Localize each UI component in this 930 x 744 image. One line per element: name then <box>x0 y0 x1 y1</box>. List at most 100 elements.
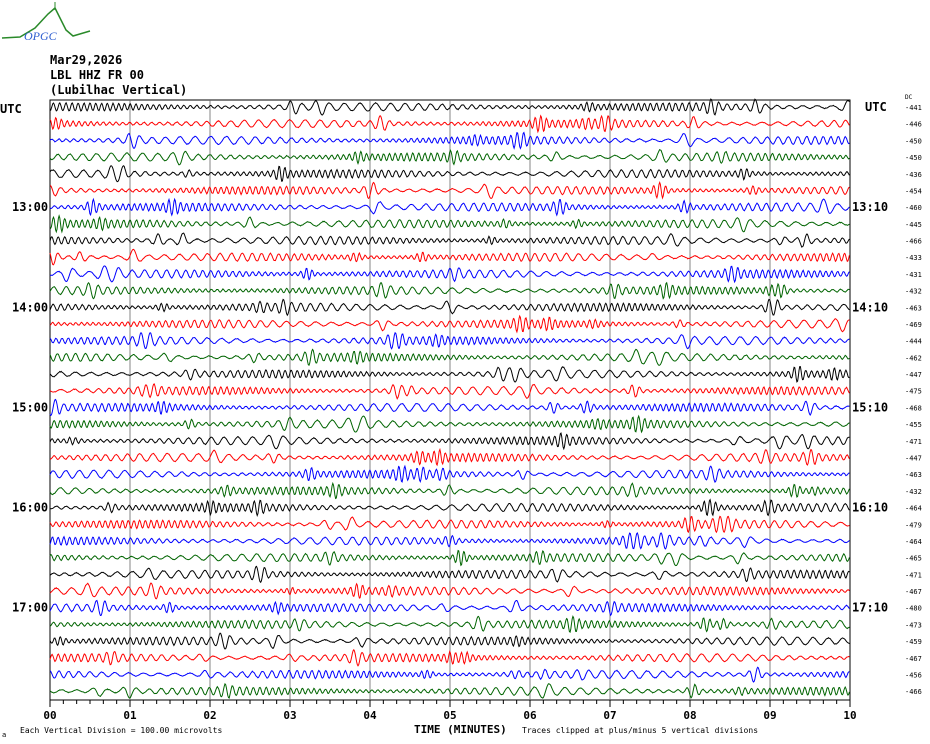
x-tick-label: 08 <box>683 709 696 722</box>
dc-offset-label: -475 <box>905 388 922 396</box>
dc-offset-label: -464 <box>905 505 922 513</box>
trace-line <box>49 98 850 116</box>
trace-line <box>49 632 850 650</box>
station-label: LBL HHZ FR 00 <box>50 68 144 82</box>
left-time-label: 15:00 <box>12 400 48 414</box>
x-tick-label: 06 <box>523 709 537 722</box>
left-time-label: 17:00 <box>12 601 48 615</box>
clip-note: Traces clipped at plus/minus 5 vertical … <box>522 726 759 735</box>
trace-line <box>49 383 850 400</box>
trace-line <box>49 265 850 284</box>
dc-offset-label: -455 <box>905 421 922 429</box>
trace-line <box>49 366 850 383</box>
trace-line <box>49 232 850 248</box>
x-tick-label: 05 <box>443 709 456 722</box>
dc-offset-label: -431 <box>905 271 922 279</box>
trace-line <box>49 481 850 500</box>
dc-offset-label: -465 <box>905 555 922 563</box>
dc-offset-label: -432 <box>905 488 922 496</box>
right-time-label: 14:10 <box>852 300 888 314</box>
right-time-label: 13:10 <box>852 200 888 214</box>
right-time-label: 15:10 <box>852 400 888 414</box>
trace-line <box>49 197 850 217</box>
trace-line <box>49 398 850 417</box>
x-tick-label: 10 <box>843 709 856 722</box>
trace-line <box>49 464 850 483</box>
trace-line <box>49 432 850 451</box>
trace-line <box>49 298 850 317</box>
dc-offset-label: -446 <box>905 121 922 129</box>
dc-offset-label: -468 <box>905 404 922 412</box>
dc-offset-label: -441 <box>905 104 922 112</box>
trace-line <box>49 131 850 150</box>
trace-line <box>49 599 850 617</box>
dc-offset-label: -459 <box>905 638 922 646</box>
left-time-label: 14:00 <box>12 300 48 314</box>
trace-line <box>49 348 850 366</box>
x-tick-label: 01 <box>123 709 137 722</box>
left-time-label: 16:00 <box>12 501 48 515</box>
trace-line <box>49 414 850 434</box>
dc-offset-label: -467 <box>905 588 922 596</box>
dc-offset-label: -445 <box>905 221 922 229</box>
trace-line <box>49 248 850 266</box>
opgc-logo: OPGC <box>1 2 91 43</box>
trace-line <box>49 532 850 550</box>
dc-offset-label: -432 <box>905 288 922 296</box>
dc-header: DC <box>905 94 913 101</box>
dc-offset-label: -447 <box>905 454 922 462</box>
trace-line <box>49 582 850 600</box>
dc-offset-label: -450 <box>905 137 922 145</box>
dc-offset-label: -479 <box>905 521 922 529</box>
dc-offset-label: -463 <box>905 304 922 312</box>
trace-line <box>49 447 850 467</box>
trace-line <box>50 180 850 200</box>
left-time-label: UTC <box>0 102 22 116</box>
trace-line <box>49 281 850 300</box>
location-label: (Lubilhac Vertical) <box>50 83 188 97</box>
trace-line <box>49 148 850 166</box>
dc-offset-label: -466 <box>905 688 922 696</box>
dc-offset-label: -471 <box>905 571 922 579</box>
trace-line <box>49 666 850 683</box>
trace-line <box>49 615 850 633</box>
x-tick-label: 02 <box>203 709 216 722</box>
x-tick-label: 04 <box>363 709 377 722</box>
dc-offset-label: -450 <box>905 154 922 162</box>
trace-line <box>49 682 850 699</box>
x-tick-label: 09 <box>763 709 776 722</box>
trace-line <box>49 549 850 567</box>
trace-line <box>49 565 850 584</box>
date-label: Mar29,2026 <box>50 53 123 67</box>
dc-offset-label: -436 <box>905 171 922 179</box>
trace-line <box>49 648 850 667</box>
trace-line <box>49 515 850 534</box>
dc-offset-label: -444 <box>905 338 922 346</box>
dc-offset-label: -467 <box>905 655 922 663</box>
dc-offset-label: -463 <box>905 471 922 479</box>
svg-text:OPGC: OPGC <box>24 29 58 43</box>
dc-offset-label: -462 <box>905 354 922 362</box>
x-tick-label: 07 <box>603 709 616 722</box>
left-time-label: 13:00 <box>12 200 48 214</box>
dc-offset-label: -447 <box>905 371 922 379</box>
x-axis-title: TIME (MINUTES) <box>414 723 507 736</box>
trace-line <box>49 314 850 334</box>
dc-offset-label: -480 <box>905 605 922 613</box>
right-time-label: UTC <box>865 100 887 114</box>
dc-offset-label: -433 <box>905 254 922 262</box>
dc-offset-label: -471 <box>905 438 922 446</box>
corner-mark: a <box>2 731 7 739</box>
dc-offset-label: -460 <box>905 204 922 212</box>
dc-offset-label: -469 <box>905 321 922 329</box>
trace-line <box>49 331 850 350</box>
dc-offset-label: -473 <box>905 621 922 629</box>
trace-line <box>49 165 850 183</box>
trace-line <box>49 214 850 234</box>
x-tick-label: 00 <box>43 709 56 722</box>
x-tick-label: 03 <box>283 709 296 722</box>
dc-offset-label: -456 <box>905 671 922 679</box>
scale-note: Each Vertical Division = 100.00 microvol… <box>20 726 223 735</box>
dc-offset-label: -454 <box>905 187 922 195</box>
